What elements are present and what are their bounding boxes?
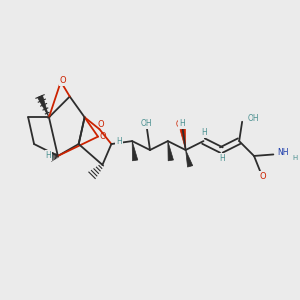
Polygon shape	[132, 141, 138, 161]
Text: OH: OH	[141, 119, 152, 128]
Text: O: O	[60, 76, 67, 85]
Text: OH: OH	[247, 114, 258, 123]
Text: H: H	[48, 154, 53, 160]
Text: NH: NH	[277, 148, 288, 158]
Polygon shape	[168, 141, 173, 161]
Text: H: H	[202, 129, 208, 138]
Text: O: O	[99, 132, 106, 141]
Text: O: O	[60, 76, 67, 85]
Text: H: H	[219, 154, 225, 163]
Text: OH: OH	[248, 114, 259, 123]
Text: OH: OH	[140, 120, 152, 129]
Text: O: O	[98, 120, 104, 129]
Polygon shape	[38, 95, 49, 117]
Text: H: H	[46, 151, 51, 160]
Text: H: H	[220, 153, 226, 162]
Text: OH: OH	[176, 120, 187, 129]
Text: H: H	[291, 154, 296, 160]
Text: O: O	[260, 172, 266, 181]
Polygon shape	[186, 150, 193, 167]
Text: H: H	[114, 138, 119, 144]
Text: H: H	[292, 155, 297, 161]
Text: O: O	[260, 172, 266, 181]
Text: NH: NH	[277, 148, 289, 158]
Text: H: H	[201, 128, 207, 137]
Polygon shape	[180, 129, 186, 150]
Text: H: H	[179, 119, 185, 128]
Text: H: H	[116, 136, 122, 146]
